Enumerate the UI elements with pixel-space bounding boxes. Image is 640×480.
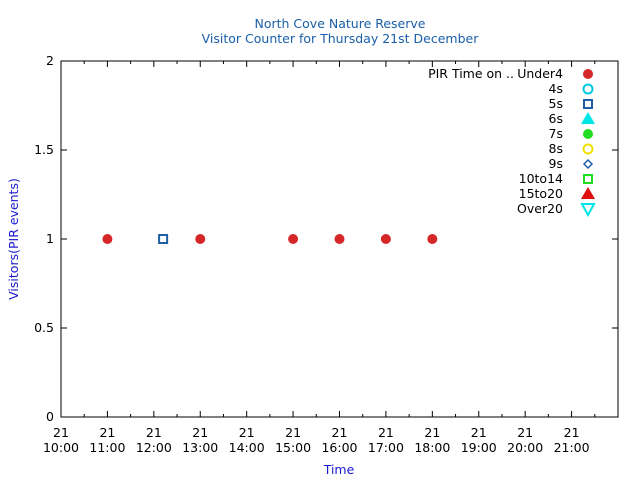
legend-entry-label: 6s: [549, 111, 563, 126]
x-tick-time-label: 18:00: [414, 440, 450, 455]
legend-entry-label: 15to20: [519, 186, 563, 201]
x-tick-day-label: 21: [53, 425, 69, 440]
x-tick-day-label: 21: [192, 425, 208, 440]
y-tick-label: 2: [46, 53, 54, 68]
legend-title: PIR Time on ..: [428, 66, 514, 81]
x-tick-day-label: 21: [332, 425, 348, 440]
data-point: [158, 234, 169, 244]
x-tick-time-label: 16:00: [321, 440, 357, 455]
legend-entry-label: 7s: [549, 126, 563, 141]
chart-subtitle: Visitor Counter for Thursday 21st Decemb…: [202, 31, 480, 46]
legend-marker-10to14: [583, 174, 593, 184]
legend-entry-label: 5s: [549, 96, 563, 111]
x-tick-time-label: 21:00: [554, 440, 590, 455]
x-tick-day-label: 21: [285, 425, 301, 440]
x-tick-day-label: 21: [424, 425, 440, 440]
y-axis-label: Visitors(PIR events): [6, 178, 21, 300]
x-axis: 2110:002111:002112:002113:002114:002115:…: [43, 61, 596, 455]
legend-marker-8s: [582, 143, 594, 155]
x-tick-day-label: 21: [99, 425, 115, 440]
legend-entry-label: 8s: [549, 141, 563, 156]
legend-marker-5s: [583, 99, 593, 109]
x-tick-day-label: 21: [239, 425, 255, 440]
x-tick-time-label: 12:00: [136, 440, 172, 455]
x-tick-time-label: 17:00: [368, 440, 404, 455]
x-tick-time-label: 13:00: [182, 440, 218, 455]
x-tick-time-label: 10:00: [43, 440, 79, 455]
x-tick-time-label: 19:00: [461, 440, 497, 455]
x-tick-day-label: 21: [471, 425, 487, 440]
x-tick-day-label: 21: [564, 425, 580, 440]
data-point: [380, 234, 391, 244]
legend-marker-4s: [582, 83, 594, 95]
legend-marker-9s: [582, 158, 594, 170]
data-point: [334, 234, 345, 244]
x-tick-time-label: 20:00: [507, 440, 543, 455]
legend-marker-over20: [580, 203, 596, 218]
y-tick-label: 0: [46, 409, 54, 424]
legend-marker-7s: [583, 129, 593, 139]
legend-entry-label: 4s: [549, 81, 563, 96]
legend-entry-label: Under4: [517, 66, 563, 81]
x-tick-day-label: 21: [146, 425, 162, 440]
data-point: [102, 234, 113, 244]
y-tick-label: 1: [46, 231, 54, 246]
legend-entry-label: Over20: [517, 201, 563, 216]
data-points: [102, 234, 438, 244]
data-point: [427, 234, 438, 244]
legend-marker-15to20: [581, 187, 595, 199]
x-axis-label: Time: [323, 462, 355, 477]
x-tick-time-label: 14:00: [229, 440, 265, 455]
legend-entry-label: 9s: [549, 156, 563, 171]
x-tick-day-label: 21: [517, 425, 533, 440]
chart-title: North Cove Nature Reserve: [255, 16, 426, 31]
legend: PIR Time on .. Under44s5s6s7s8s9s10to141…: [428, 66, 596, 218]
y-axis: 0 0.5 1 1.5 2: [34, 53, 618, 424]
y-tick-label: 0.5: [34, 320, 54, 335]
x-tick-day-label: 21: [378, 425, 394, 440]
data-point: [288, 234, 299, 244]
y-tick-label: 1.5: [34, 142, 54, 157]
x-tick-time-label: 15:00: [275, 440, 311, 455]
data-point: [195, 234, 206, 244]
x-tick-time-label: 11:00: [89, 440, 125, 455]
legend-entry-label: 10to14: [519, 171, 563, 186]
legend-marker-under4: [583, 69, 593, 79]
legend-marker-6s: [581, 112, 595, 124]
